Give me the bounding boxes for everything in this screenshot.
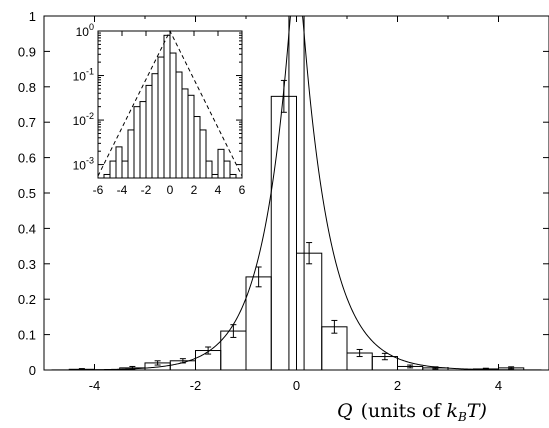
error-bar — [306, 242, 313, 265]
error-bar — [508, 366, 515, 370]
bar — [270, 95, 297, 371]
inset-y-tick-labels: 10-3 10-2 10-1 100 — [73, 22, 94, 173]
error-bar — [154, 360, 161, 366]
y-tick-label: 0.5 — [18, 186, 36, 201]
y-tick-label: 0.7 — [18, 115, 36, 130]
error-bar — [255, 266, 262, 288]
inset-x-tick-label: -2 — [141, 183, 152, 197]
error-bar — [331, 319, 338, 334]
inset-plot: 10-3 10-2 10-1 100 -6 -4 -2 0 2 4 6 — [73, 22, 246, 197]
bar — [296, 252, 323, 371]
error-bar — [407, 364, 414, 369]
y-tick-label: 0.9 — [18, 44, 36, 59]
inset-x-tick-label: 6 — [239, 183, 246, 197]
y-tick-label: 0.4 — [18, 221, 36, 236]
inset-frame — [97, 30, 243, 179]
main-plot-frame — [43, 15, 549, 371]
x-tick-label: -4 — [89, 378, 101, 393]
y-tick-label: 1 — [29, 9, 36, 24]
y-tick-label: 0.1 — [18, 328, 36, 343]
y-tick-label: 0.8 — [18, 80, 36, 95]
main-y-tick-labels: 0 0.1 0.2 0.3 0.4 0.5 0.6 0.7 0.8 0.9 1 — [18, 9, 36, 378]
inset-y-tick-label: 10-2 — [73, 111, 94, 128]
main-error-bars — [78, 79, 515, 371]
y-tick-label: 0.2 — [18, 292, 36, 307]
x-tick-label: 2 — [394, 378, 401, 393]
inset-x-tick-label: -4 — [117, 183, 128, 197]
bar — [245, 276, 272, 371]
inset-x-tick-label: 0 — [167, 183, 174, 197]
inset-x-tick-label: -6 — [93, 183, 104, 197]
y-tick-label: 0 — [29, 363, 36, 378]
x-tick-label: -2 — [190, 378, 202, 393]
x-tick-label: 0 — [293, 378, 300, 393]
x-axis-label: Q (units of kBT) — [337, 400, 487, 424]
inset-x-tick-label: 2 — [191, 183, 198, 197]
error-bar — [205, 346, 212, 355]
main-plot: 0 0.1 0.2 0.3 0.4 0.5 0.6 0.7 0.8 0.9 1 -4 -2 0 2 4 — [18, 9, 549, 393]
x-tick-label: 4 — [495, 378, 502, 393]
error-bar — [356, 348, 363, 358]
y-tick-label: 0.6 — [18, 151, 36, 166]
main-x-tick-labels: -4 -2 0 2 4 — [89, 378, 502, 393]
inset-x-tick-labels: -6 -4 -2 0 2 4 6 — [93, 183, 246, 197]
y-tick-label: 0.3 — [18, 257, 36, 272]
inset-x-tick-label: 4 — [215, 183, 222, 197]
inset-y-tick-label: 100 — [76, 22, 94, 39]
inset-y-tick-label: 10-1 — [73, 67, 94, 84]
inset-y-tick-label: 10-3 — [73, 156, 94, 173]
